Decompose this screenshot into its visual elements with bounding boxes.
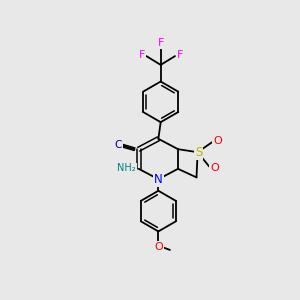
Text: O: O	[154, 242, 163, 252]
Text: F: F	[158, 38, 164, 48]
Text: F: F	[176, 50, 183, 60]
Text: S: S	[195, 146, 202, 159]
Text: O: O	[210, 163, 219, 173]
Text: O: O	[213, 136, 222, 146]
Text: N: N	[154, 173, 163, 186]
Text: F: F	[139, 50, 145, 60]
Text: C: C	[115, 140, 122, 150]
Text: NH₂: NH₂	[117, 164, 136, 173]
